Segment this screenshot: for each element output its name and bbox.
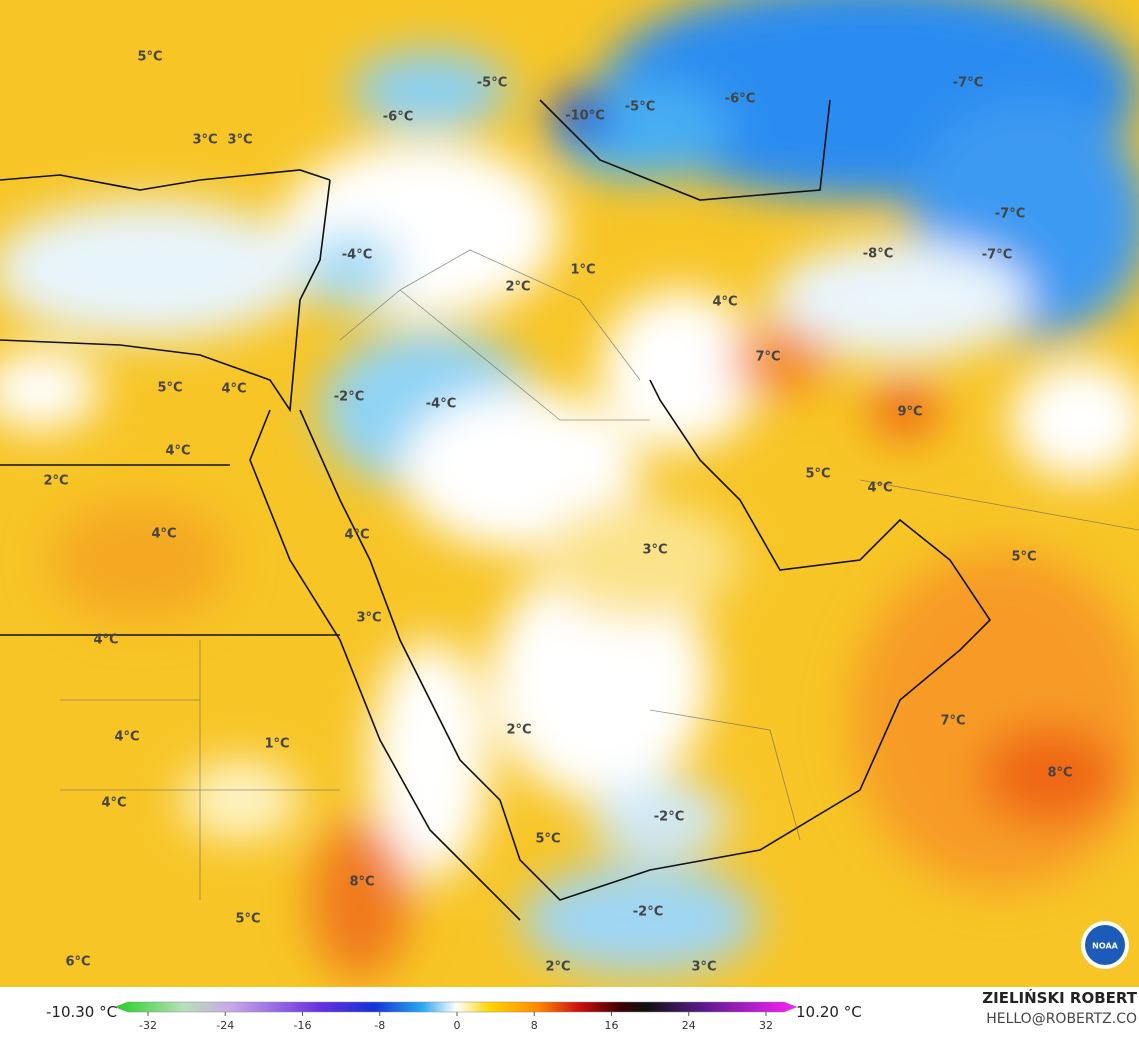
temperature-labels: 5°C -5°C -6°C 3°C 3°C -10°C -5°C -6°C -7°C -7°C -7… [43,50,1072,975]
temp-label: 5°C [137,50,162,65]
temp-label: 4°C [221,382,246,397]
temp-label: 3°C [227,133,252,148]
temp-label: 2°C [545,960,570,975]
tick-label: -16 [294,1019,312,1032]
temp-label: 4°C [151,527,176,542]
tick-label: 0 [454,1019,461,1032]
tick-label: 16 [605,1019,619,1032]
temp-label: 3°C [356,611,381,626]
temp-label: 4°C [712,295,737,310]
temp-label: 5°C [235,912,260,927]
temp-label: 2°C [505,280,530,295]
temp-label: 8°C [1047,766,1072,781]
temp-label: -6°C [383,110,413,125]
tick-label: -24 [216,1019,234,1032]
temp-label: 3°C [691,960,716,975]
temp-label: 7°C [940,714,965,729]
temp-label: 5°C [1011,550,1036,565]
temp-label: 3°C [192,133,217,148]
tick-label: 32 [759,1019,773,1032]
temp-label: 4°C [114,730,139,745]
temp-label: -2°C [633,905,663,920]
temp-label: -6°C [725,92,755,107]
tick-label: 8 [531,1019,538,1032]
temp-label: 3°C [642,543,667,558]
colorbar [114,1001,798,1013]
author-email: HELLO@ROBERTZ.CO [986,1011,1137,1027]
temp-label: -4°C [342,248,372,263]
max-label: 10.20 °C [796,1003,862,1021]
temperature-field [0,0,1139,987]
min-label: -10.30 °C [46,1003,117,1021]
temp-label: 7°C [755,350,780,365]
temp-label: -2°C [654,810,684,825]
temp-label: 9°C [897,405,922,420]
temp-label: 8°C [349,875,374,890]
temp-label: 5°C [535,832,560,847]
temp-label: -5°C [477,76,507,91]
temp-label: -7°C [995,207,1025,222]
temp-label: 4°C [93,633,118,648]
temp-label: -10°C [565,109,605,124]
temp-label: -5°C [625,100,655,115]
temp-label: 6°C [65,955,90,970]
temp-label: 2°C [43,474,68,489]
temp-label: 1°C [570,263,595,278]
tick-label: -32 [139,1019,157,1032]
temp-label: -2°C [334,390,364,405]
temp-label: -4°C [426,397,456,412]
temp-label: 5°C [805,467,830,482]
temp-label: -7°C [982,248,1012,263]
temp-label: 2°C [506,723,531,738]
logo-text: NOAA [1092,942,1118,951]
tick-label: -8 [374,1019,385,1032]
author-name: ZIELIŃSKI ROBERT [982,988,1137,1007]
colorbar-ticks: -32 -24 -16 -8 0 8 16 24 32 [139,1012,773,1032]
tick-label: 24 [682,1019,696,1032]
noaa-logo: NOAA [1081,921,1129,969]
temp-label: -8°C [863,247,893,262]
temp-label: -7°C [953,76,983,91]
temp-label: 4°C [101,796,126,811]
temp-label: 1°C [264,737,289,752]
temp-label: 4°C [867,481,892,496]
temp-label: 4°C [165,444,190,459]
temp-label: 4°C [344,528,369,543]
temp-label: 5°C [157,381,182,396]
